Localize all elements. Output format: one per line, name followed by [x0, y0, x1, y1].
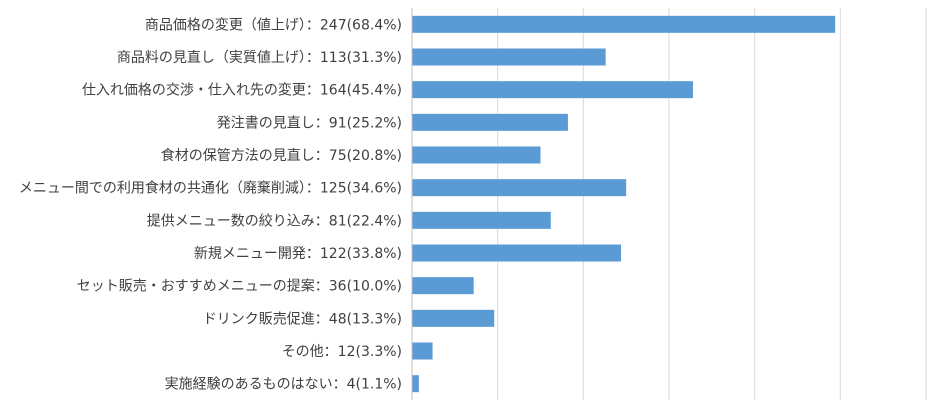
category-label: 食材の保管方法の見直し：75(20.8%): [161, 147, 402, 164]
category-label: その他：12(3.3%): [282, 344, 402, 360]
bar: [412, 146, 541, 164]
category-label: 提供メニュー数の絞り込み：81(22.4%): [147, 213, 402, 229]
bar: [412, 342, 433, 360]
bar: [412, 48, 606, 66]
bar: [412, 244, 622, 262]
category-label: 仕入れ価格の交渉・仕入れ先の変更：164(45.4%): [82, 82, 402, 99]
bars-group: [412, 15, 836, 393]
gridlines: [497, 8, 927, 400]
bar: [412, 309, 495, 327]
bar: [412, 113, 568, 131]
bar: [412, 179, 627, 197]
bar: [412, 81, 693, 99]
category-label: 新規メニュー開発：122(33.8%): [194, 246, 402, 262]
category-label: 発注書の見直し：91(25.2%): [217, 114, 402, 131]
bar: [412, 375, 419, 393]
category-label: ドリンク販売促進：48(13.3%): [203, 311, 402, 327]
category-label: 商品価格の変更（値上げ）：247(68.4%): [145, 16, 402, 33]
bar: [412, 15, 836, 33]
category-label: セット販売・おすすめメニューの提案：36(10.0%): [77, 278, 402, 295]
category-label: メニュー間での利用食材の共通化（廃棄削減）：125(34.6%): [19, 180, 402, 197]
category-label: 実施経験のあるものはない：4(1.1%): [165, 377, 402, 393]
category-labels: 商品価格の変更（値上げ）：247(68.4%) 商品料の見直し（実質値上げ）：11…: [19, 16, 402, 392]
category-label: 商品料の見直し（実質値上げ）：113(31.3%): [117, 49, 402, 66]
bar: [412, 277, 474, 295]
bar: [412, 211, 551, 229]
